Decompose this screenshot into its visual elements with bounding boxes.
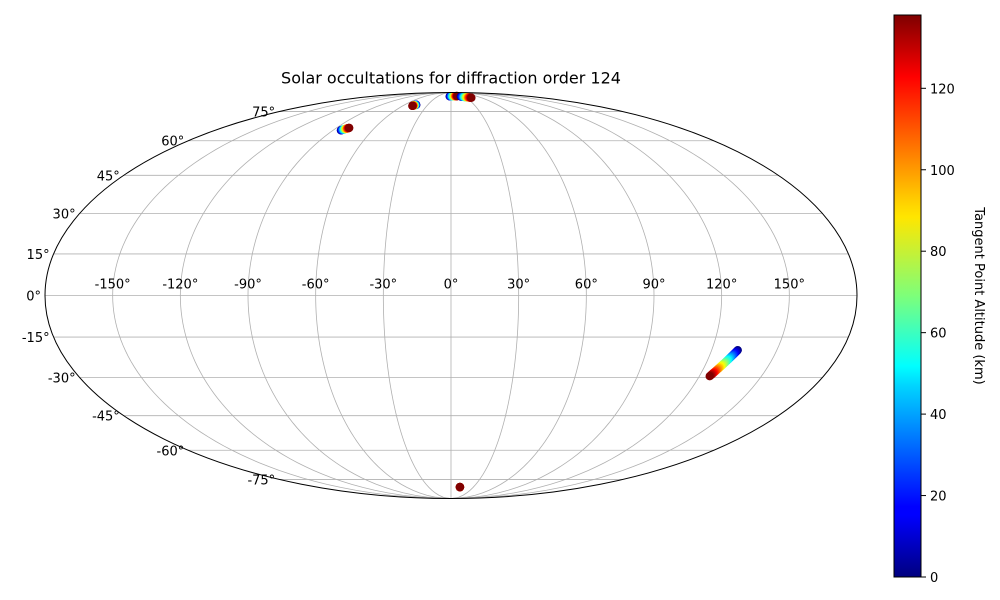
longitude-tick-label: 150° <box>774 278 805 293</box>
longitude-tick-labels: -150° -120° -90° -60° -30° 0° 30° 60° 90° 120° 150… <box>95 278 805 293</box>
longitude-gridline <box>112 92 452 499</box>
colorbar-tick-label: 60 <box>930 327 947 342</box>
latitude-tick-label: 75° <box>252 106 275 121</box>
chart-title: Solar occultations for diffraction order… <box>281 69 621 88</box>
colorbar-tick-label: 100 <box>930 164 955 179</box>
longitude-tick-label: -90° <box>234 278 262 293</box>
colorbar-tick-label: 0 <box>930 571 938 586</box>
longitude-gridline <box>179 92 452 499</box>
longitude-gridline <box>450 92 520 499</box>
latitude-tick-label: 60° <box>161 135 184 150</box>
colorbar-ticks: 0 20 40 60 80 100 120 <box>921 82 955 586</box>
latitude-tick-label: -45° <box>92 410 120 425</box>
colorbar-gradient <box>893 14 922 578</box>
longitude-tick-label: -30° <box>369 278 397 293</box>
latitude-tick-label: 45° <box>97 169 120 184</box>
longitude-gridline <box>450 92 655 499</box>
occultation-point <box>408 101 417 111</box>
latitude-tick-labels: -75° -60° -45° -30° -15° 0° 15° 30° 45° 60° 75° <box>22 106 275 489</box>
colorbar: 0 20 40 60 80 100 120 Tangent Point Altitude (… <box>893 14 986 586</box>
longitude-tick-label: -120° <box>162 278 198 293</box>
longitude-tick-label: -150° <box>95 278 131 293</box>
longitude-gridline <box>450 92 790 499</box>
occultation-point <box>455 482 465 492</box>
map-plot-area <box>44 91 858 499</box>
longitude-tick-label: -60° <box>302 278 330 293</box>
colorbar-tick-label: 80 <box>930 245 947 260</box>
longitude-gridline <box>450 92 587 499</box>
longitude-tick-label: 90° <box>642 278 665 293</box>
latitude-tick-label: 30° <box>53 207 76 222</box>
graticule-grid <box>45 92 857 499</box>
latitude-tick-label: 0° <box>26 290 41 305</box>
map-boundary <box>44 92 858 499</box>
occultation-point <box>467 93 476 102</box>
colorbar-label: Tangent Point Altitude (km) <box>971 206 986 384</box>
colorbar-tick-label: 120 <box>930 82 955 97</box>
occultation-point <box>345 123 354 133</box>
occultation-point <box>705 371 714 381</box>
longitude-tick-label: 60° <box>575 278 598 293</box>
latitude-tick-label: -30° <box>48 372 76 387</box>
longitude-gridline <box>450 92 723 499</box>
latitude-tick-label: 15° <box>27 248 50 263</box>
longitude-tick-label: 0° <box>444 278 459 293</box>
longitude-gridline <box>247 92 452 499</box>
longitude-tick-label: 120° <box>706 278 737 293</box>
latitude-tick-label: -60° <box>157 444 185 459</box>
latitude-tick-label: -75° <box>247 473 275 488</box>
colorbar-tick-label: 40 <box>930 408 947 423</box>
occultation-points <box>336 91 742 492</box>
longitude-gridline <box>315 92 452 499</box>
longitude-tick-label: 30° <box>507 278 530 293</box>
longitude-gridline <box>382 92 452 499</box>
latitude-tick-label: -15° <box>22 331 50 346</box>
colorbar-tick-label: 20 <box>930 490 947 505</box>
